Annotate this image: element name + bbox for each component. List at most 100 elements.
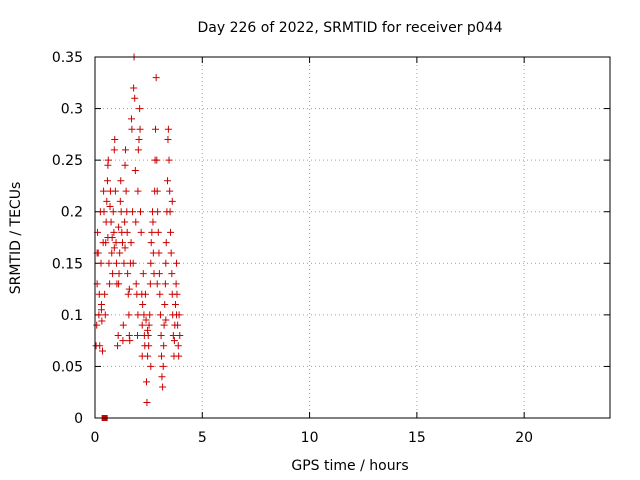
data-point bbox=[156, 290, 164, 298]
data-point bbox=[162, 239, 170, 247]
data-point bbox=[127, 115, 135, 123]
chart-title: Day 226 of 2022, SRMTID for receiver p04… bbox=[197, 20, 502, 36]
data-point bbox=[111, 187, 119, 195]
data-point bbox=[145, 321, 153, 329]
data-point bbox=[134, 311, 142, 319]
x-tick-label: 10 bbox=[301, 430, 319, 446]
x-tick-label: 0 bbox=[91, 430, 100, 446]
data-point bbox=[119, 321, 127, 329]
data-point bbox=[144, 331, 152, 339]
data-point bbox=[161, 280, 169, 288]
data-point bbox=[124, 270, 132, 278]
data-point bbox=[158, 373, 166, 381]
data-point bbox=[149, 218, 157, 226]
data-point bbox=[138, 352, 146, 360]
y-tick-label: 0.25 bbox=[52, 153, 83, 169]
data-point bbox=[137, 228, 145, 236]
data-point bbox=[164, 177, 172, 185]
data-point bbox=[129, 208, 137, 216]
data-point bbox=[147, 362, 155, 370]
data-point bbox=[116, 197, 124, 205]
data-point bbox=[143, 378, 150, 386]
data-point bbox=[167, 228, 175, 236]
data-point bbox=[164, 136, 172, 144]
data-point bbox=[139, 301, 147, 309]
data-point bbox=[125, 285, 133, 293]
x-tick-label: 5 bbox=[198, 430, 207, 446]
data-point bbox=[121, 161, 129, 169]
data-point bbox=[154, 208, 162, 216]
data-point bbox=[160, 342, 168, 350]
data-point bbox=[125, 311, 133, 319]
data-point bbox=[109, 208, 117, 216]
data-point bbox=[157, 331, 165, 339]
data-point bbox=[146, 280, 154, 288]
data-point bbox=[148, 228, 156, 236]
data-point bbox=[109, 270, 117, 278]
data-points bbox=[92, 53, 184, 421]
data-point bbox=[123, 228, 131, 236]
data-point bbox=[173, 290, 181, 298]
data-point bbox=[105, 259, 113, 267]
data-point bbox=[121, 244, 129, 252]
data-point bbox=[155, 249, 163, 257]
data-point bbox=[134, 146, 142, 154]
data-point bbox=[144, 326, 152, 334]
data-point bbox=[128, 125, 136, 133]
data-point bbox=[162, 259, 170, 267]
data-point bbox=[145, 342, 153, 350]
data-point bbox=[124, 290, 132, 298]
data-point bbox=[170, 337, 178, 345]
data-point bbox=[95, 311, 103, 319]
data-point bbox=[174, 321, 182, 329]
data-point bbox=[131, 94, 139, 102]
data-point bbox=[97, 259, 105, 267]
data-point bbox=[173, 311, 181, 319]
data-point bbox=[115, 270, 123, 278]
data-point bbox=[172, 280, 180, 288]
data-point bbox=[114, 342, 122, 350]
data-point bbox=[98, 317, 106, 325]
data-point bbox=[166, 187, 174, 195]
data-point bbox=[114, 331, 122, 339]
data-point bbox=[141, 290, 149, 298]
data-point bbox=[134, 187, 142, 195]
data-point bbox=[165, 156, 173, 164]
data-point bbox=[143, 399, 151, 407]
data-point bbox=[162, 316, 170, 324]
data-point bbox=[168, 270, 176, 278]
data-point bbox=[131, 166, 139, 174]
data-point bbox=[100, 187, 108, 195]
data-point bbox=[155, 270, 163, 278]
data-point bbox=[119, 337, 127, 345]
y-axis-label: SRMTID / TECUs bbox=[8, 182, 24, 295]
data-point bbox=[174, 342, 182, 350]
data-point bbox=[153, 156, 161, 164]
data-point bbox=[135, 136, 143, 144]
data-point bbox=[110, 244, 118, 252]
data-point bbox=[115, 280, 123, 288]
data-point bbox=[97, 306, 105, 314]
data-point bbox=[107, 218, 115, 226]
data-point bbox=[110, 146, 118, 154]
data-point bbox=[139, 270, 147, 278]
data-point bbox=[136, 125, 144, 133]
y-tick-label: 0.2 bbox=[61, 205, 83, 221]
data-point bbox=[103, 177, 111, 185]
data-point bbox=[104, 234, 112, 241]
data-point bbox=[112, 239, 120, 247]
data-point bbox=[126, 337, 134, 345]
data-point bbox=[147, 259, 155, 267]
data-point bbox=[120, 259, 128, 267]
data-point bbox=[101, 290, 109, 298]
data-point bbox=[147, 239, 155, 247]
grid-lines bbox=[95, 57, 610, 418]
data-point bbox=[96, 342, 104, 350]
data-point bbox=[154, 228, 162, 236]
plot-frame bbox=[94, 56, 611, 419]
data-point bbox=[159, 383, 167, 391]
data-point bbox=[158, 352, 166, 360]
y-tick-label: 0 bbox=[74, 411, 83, 427]
data-point bbox=[116, 249, 124, 257]
